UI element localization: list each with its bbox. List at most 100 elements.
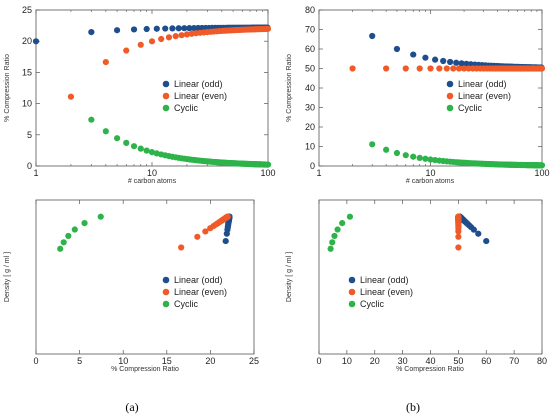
- data-point: [123, 139, 130, 146]
- legend-marker: [348, 288, 356, 296]
- data-point: [264, 161, 272, 168]
- legend-marker: [162, 92, 170, 100]
- y-tick-label: 15: [22, 67, 32, 77]
- x-axis-label: % Compression Ratio: [396, 366, 464, 373]
- data-point: [102, 128, 109, 135]
- data-point: [81, 220, 88, 227]
- legend-label: Linear (even): [360, 287, 413, 297]
- data-point: [224, 213, 231, 220]
- data-point: [416, 65, 423, 72]
- series-linear-even: [178, 213, 231, 251]
- data-point: [383, 65, 390, 72]
- y-tick-label: 25: [22, 5, 32, 15]
- legend-label: Linear (odd): [360, 275, 409, 285]
- x-tick-label: 20: [205, 356, 215, 366]
- data-point: [349, 65, 356, 72]
- data-point: [137, 41, 144, 48]
- data-point: [186, 25, 193, 32]
- series-cyclic: [369, 141, 546, 169]
- x-tick-label: 5: [77, 356, 82, 366]
- data-point: [455, 65, 463, 72]
- legend: Linear (odd) Linear (even) Cyclic: [348, 275, 413, 309]
- data-point: [453, 59, 460, 66]
- data-point: [165, 34, 173, 41]
- y-tick-label: 50: [305, 64, 315, 74]
- chart-panel-2: 1 10 100 0 10 20 30 40 50 60 70 80 # carbon atoms % C…: [286, 5, 550, 185]
- x-tick-label: 40: [425, 356, 435, 366]
- data-point: [455, 213, 462, 220]
- data-point: [450, 65, 457, 72]
- plot-frame: [318, 9, 543, 167]
- y-tick-label: 5: [27, 130, 32, 140]
- y-tick-label: 80: [305, 5, 315, 15]
- data-point: [153, 25, 160, 32]
- y-tick-label: 70: [305, 25, 315, 35]
- y-tick-label: 0: [310, 161, 315, 171]
- x-tick-label: 10: [147, 168, 157, 178]
- legend-label: Linear (odd): [174, 275, 223, 285]
- data-point: [162, 25, 169, 32]
- data-point: [143, 147, 150, 154]
- series-linear-odd: [369, 32, 545, 71]
- data-point: [123, 47, 130, 54]
- x-tick-label: 0: [316, 356, 321, 366]
- legend-label: Linear (even): [174, 287, 227, 297]
- legend: Linear (odd) Linear (even) Cyclic: [446, 79, 511, 113]
- x-tick-label: 70: [509, 356, 519, 366]
- legend-marker: [446, 80, 454, 88]
- data-point: [88, 116, 95, 123]
- legend-marker: [348, 300, 356, 308]
- y-tick-label: 20: [22, 36, 32, 46]
- data-point: [443, 65, 450, 72]
- data-point: [383, 146, 390, 153]
- caption-a: (a): [125, 400, 138, 414]
- x-tick-label: 100: [534, 168, 549, 178]
- legend-marker: [348, 276, 356, 284]
- data-point: [402, 152, 409, 159]
- data-point: [339, 220, 346, 227]
- x-tick-label: 60: [481, 356, 491, 366]
- data-point: [202, 228, 209, 235]
- data-point: [148, 149, 156, 156]
- data-point: [194, 233, 201, 240]
- data-point: [346, 213, 354, 220]
- x-tick-label: 1: [316, 168, 321, 178]
- series-linear-even: [349, 65, 546, 72]
- x-tick-label: 80: [537, 356, 547, 366]
- legend-label: Cyclic: [458, 103, 482, 113]
- legend-marker: [162, 80, 170, 88]
- y-tick-label: 10: [305, 142, 315, 152]
- y-axis-label: Density [ g / ml ]: [286, 252, 293, 302]
- data-point: [183, 31, 191, 38]
- data-point: [410, 51, 417, 58]
- data-point: [113, 27, 121, 34]
- chart-panel-3: 0 5 10 15 20 25 % Compression Ratio Density [ g…: [4, 199, 259, 373]
- legend-label: Linear (even): [174, 91, 227, 101]
- legend-marker: [162, 288, 170, 296]
- data-point: [393, 149, 401, 157]
- data-point: [440, 57, 447, 65]
- data-point: [32, 38, 40, 45]
- data-point: [436, 65, 443, 72]
- x-axis-label: # carbon atoms: [128, 178, 177, 185]
- legend: Linear (odd) Linear (even) Cyclic: [162, 79, 227, 113]
- y-tick-label: 30: [305, 103, 315, 113]
- data-point: [427, 65, 434, 72]
- data-point: [113, 135, 121, 142]
- data-point: [97, 213, 104, 220]
- chart-panel-1: 1 10 100 0 5 10 15 20 25 # carbon atoms % Compress…: [4, 5, 276, 185]
- series-cyclic: [88, 116, 272, 168]
- x-tick-label: 15: [162, 356, 172, 366]
- legend-label: Cyclic: [360, 299, 384, 309]
- data-point: [422, 155, 429, 162]
- series-cyclic: [327, 213, 354, 252]
- x-tick-label: 25: [249, 356, 259, 366]
- x-axis-label: # carbon atoms: [406, 178, 455, 185]
- data-point: [175, 25, 182, 32]
- data-point: [148, 38, 156, 45]
- x-tick-label: 50: [453, 356, 463, 366]
- data-point: [57, 245, 64, 252]
- legend: Linear (odd) Linear (even) Cyclic: [162, 275, 227, 309]
- legend-label: Cyclic: [174, 299, 198, 309]
